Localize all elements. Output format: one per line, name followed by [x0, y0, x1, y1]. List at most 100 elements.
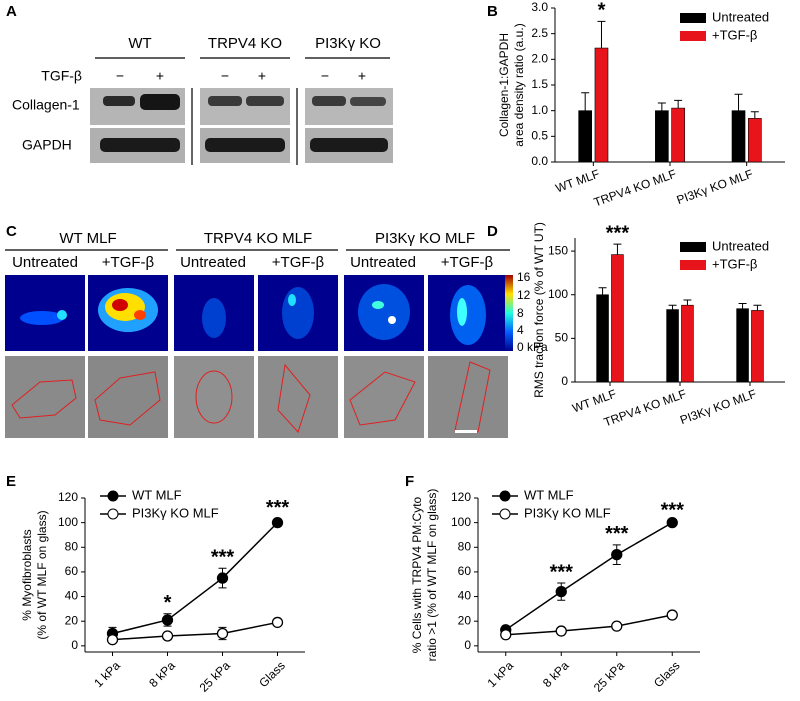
marker	[161, 614, 174, 626]
x-tick-label: WT MLF	[554, 167, 602, 196]
x-tick-label: WT MLF	[570, 387, 618, 416]
x-tick-label: PI3Kγ KO MLF	[678, 387, 758, 428]
plus: +	[358, 68, 366, 84]
y-tick-label: 3.0	[531, 0, 548, 14]
legend-marker	[499, 490, 511, 502]
panel-letter: B	[487, 3, 498, 20]
condition: Untreated	[12, 254, 78, 271]
y-tick-label: 1.5	[531, 77, 548, 91]
condition: Untreated	[180, 254, 246, 271]
marker	[611, 549, 623, 561]
significance: *	[598, 0, 606, 22]
colorbar-label: 12	[517, 288, 531, 302]
traction-maps	[5, 275, 513, 351]
group-header: PI3Kγ KO	[315, 35, 381, 52]
group-header: TRPV4 KO MLF	[204, 230, 312, 247]
significance: ***	[550, 561, 574, 583]
bar	[747, 118, 762, 163]
treatment-label: TGF-β	[41, 68, 82, 84]
y-tick-label: 0	[71, 638, 78, 652]
y-tick-label: 40	[65, 589, 79, 603]
x-tick-label: TRPV4 KO MLF	[592, 167, 678, 210]
marker	[271, 616, 284, 629]
legend-label: PI3Kγ KO MLF	[132, 505, 219, 520]
error-bar	[753, 304, 762, 311]
y-tick-label: 0.5	[531, 129, 548, 143]
marker	[216, 572, 229, 584]
panel-letter: F	[405, 473, 414, 490]
marker	[666, 609, 678, 621]
y-tick-label: 1.0	[531, 103, 548, 117]
x-tick-label: Glass	[256, 658, 288, 690]
series-line	[112, 621, 278, 641]
x-tick-label: 1 kPa	[91, 658, 123, 690]
panel-letter: D	[487, 223, 498, 240]
colorbar-label: 0 kPa	[517, 340, 548, 354]
y-tick-label: 60	[458, 564, 472, 578]
bar	[611, 254, 624, 383]
x-tick-label: Glass	[651, 658, 683, 690]
marker	[611, 620, 623, 632]
group-header: WT MLF	[59, 230, 116, 247]
legend-label: PI3Kγ KO MLF	[524, 505, 611, 520]
bar	[596, 294, 609, 383]
header-rules	[95, 57, 390, 165]
marker	[555, 625, 567, 637]
y-tick-label: 0	[561, 374, 568, 388]
y-tick-label: 0	[464, 638, 471, 652]
x-tick-label: 25 kPa	[591, 658, 628, 695]
group-header: WT	[128, 35, 151, 52]
y-tick-label: 2.0	[531, 52, 548, 66]
marker	[161, 630, 174, 642]
plus: +	[258, 68, 266, 84]
condition: Untreated	[350, 254, 416, 271]
legend-swatch	[680, 260, 706, 270]
group-header: TRPV4 KO	[208, 35, 282, 52]
error-bar	[683, 299, 692, 306]
legend-marker	[107, 490, 119, 502]
y-tick-label: 40	[458, 589, 472, 603]
x-tick-label: 25 kPa	[197, 658, 234, 695]
minus: −	[116, 68, 124, 84]
y-axis-label: % Myofibroblasts	[20, 529, 34, 620]
significance: ***	[266, 497, 290, 519]
legend-label: Untreated	[712, 238, 769, 253]
bar	[736, 308, 749, 383]
significance: ***	[661, 500, 685, 522]
y-tick-label: 100	[451, 515, 471, 529]
legend-swatch	[680, 31, 706, 41]
error-bar	[581, 92, 590, 111]
y-axis-label: ratio >1 (% of WT MLF on glass)	[425, 489, 439, 662]
condition: +TGF-β	[272, 254, 325, 271]
series-line	[112, 522, 279, 635]
y-tick-label: 120	[58, 490, 78, 504]
y-tick-label: 20	[65, 613, 79, 627]
marker	[106, 634, 119, 646]
panel-letter: C	[6, 223, 17, 240]
colorbar-label: 16	[517, 270, 531, 284]
y-tick-label: 80	[458, 539, 472, 553]
error-bar	[674, 99, 683, 109]
marker	[666, 516, 678, 529]
x-tick-label: 1 kPa	[485, 658, 517, 690]
error-bar	[597, 20, 606, 49]
row-label: GAPDH	[22, 137, 72, 153]
significance: *	[164, 592, 172, 614]
error-bar	[668, 304, 677, 310]
brightfield-images	[5, 356, 508, 438]
y-axis-label: RMS traction force (% of WT UT)	[532, 222, 546, 398]
error-bar	[738, 302, 747, 309]
y-tick-label: 50	[555, 331, 569, 345]
marker	[216, 627, 229, 640]
group-header: PI3Kγ KO MLF	[375, 230, 475, 247]
bar	[655, 110, 669, 163]
panel-letter: A	[6, 3, 17, 20]
legend-swatch	[680, 13, 706, 23]
minus: −	[321, 68, 329, 84]
significance: ***	[605, 523, 629, 545]
series-line	[505, 614, 673, 636]
bar	[681, 304, 694, 383]
y-tick-label: 80	[65, 539, 79, 553]
significance: ***	[606, 222, 630, 244]
